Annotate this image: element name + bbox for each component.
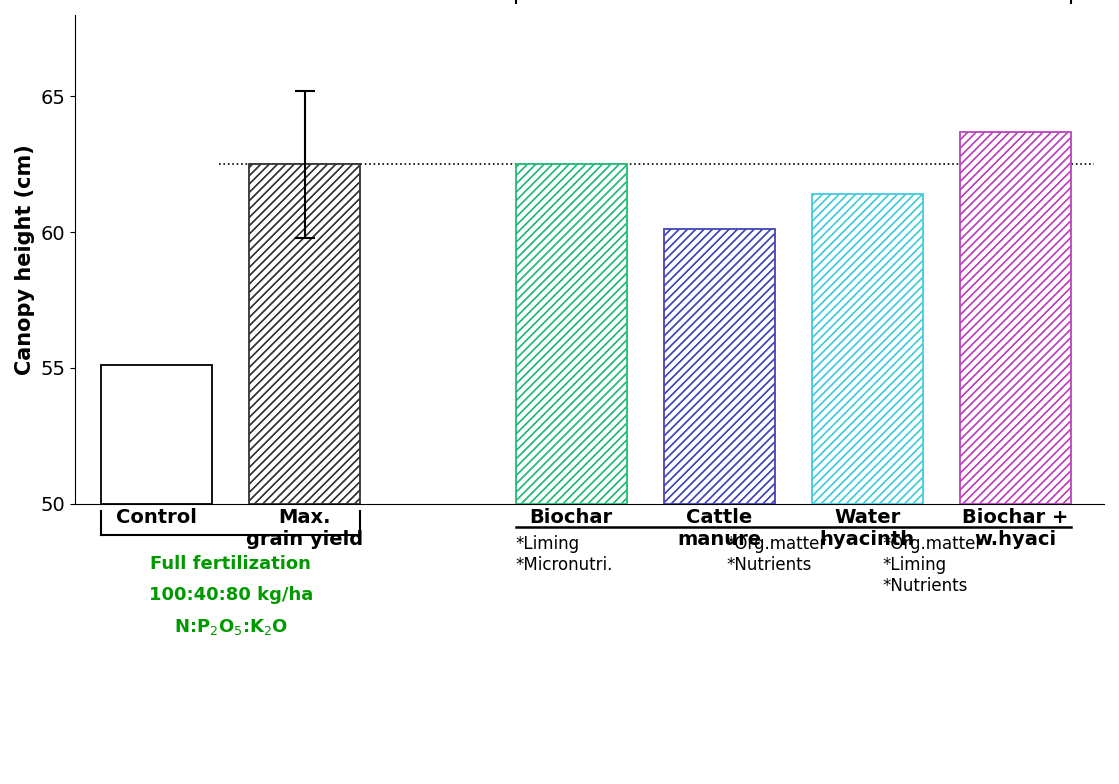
Bar xyxy=(250,165,360,503)
Bar xyxy=(664,230,774,503)
Text: *Org.matter
*Liming
*Nutrients: *Org.matter *Liming *Nutrients xyxy=(882,535,982,594)
Text: *Liming
*Micronutri.: *Liming *Micronutri. xyxy=(516,535,613,574)
Bar xyxy=(960,132,1071,503)
Bar xyxy=(516,165,627,503)
Y-axis label: Canopy height (cm): Canopy height (cm) xyxy=(15,144,35,375)
Bar xyxy=(101,365,213,503)
Bar xyxy=(811,194,923,503)
Bar xyxy=(960,132,1071,503)
Text: 100:40:80 kg/ha: 100:40:80 kg/ha xyxy=(149,586,313,604)
Bar xyxy=(250,165,360,503)
Bar xyxy=(664,230,774,503)
Bar xyxy=(516,165,627,503)
Text: N:P$_2$O$_5$:K$_2$O: N:P$_2$O$_5$:K$_2$O xyxy=(173,617,288,637)
Bar xyxy=(811,194,923,503)
Text: *Org.matter
*Nutrients: *Org.matter *Nutrients xyxy=(726,535,827,574)
Text: Full fertilization: Full fertilization xyxy=(150,554,311,572)
